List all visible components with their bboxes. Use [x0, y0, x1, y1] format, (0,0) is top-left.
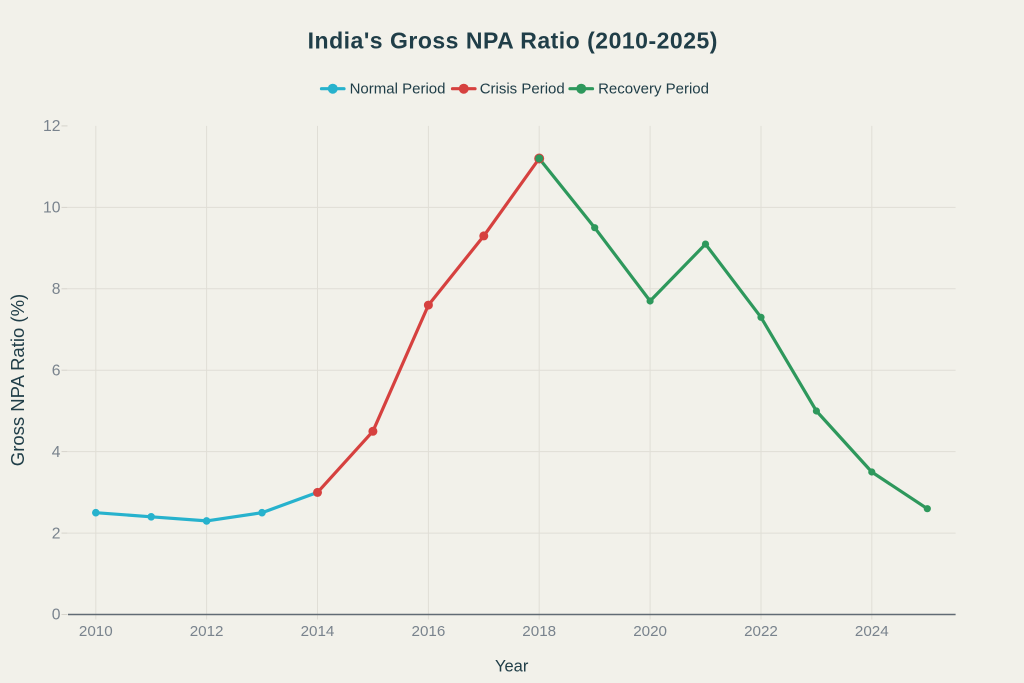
- svg-text:2020: 2020: [633, 623, 667, 640]
- svg-text:Gross NPA Ratio (%): Gross NPA Ratio (%): [7, 294, 28, 466]
- svg-text:Recovery Period: Recovery Period: [598, 80, 709, 97]
- svg-text:India's Gross NPA Ratio (2010-: India's Gross NPA Ratio (2010-2025): [308, 28, 718, 54]
- svg-text:2018: 2018: [522, 623, 556, 640]
- svg-text:Crisis Period: Crisis Period: [480, 80, 565, 97]
- svg-text:10: 10: [43, 200, 61, 217]
- svg-text:Normal Period: Normal Period: [350, 80, 446, 97]
- svg-text:2: 2: [52, 525, 61, 542]
- svg-text:2022: 2022: [744, 623, 778, 640]
- svg-text:2016: 2016: [412, 623, 446, 640]
- svg-text:12: 12: [43, 118, 60, 135]
- svg-text:2014: 2014: [301, 623, 335, 640]
- svg-text:Year: Year: [495, 658, 529, 676]
- svg-text:8: 8: [52, 281, 61, 298]
- svg-text:2012: 2012: [190, 623, 224, 640]
- svg-text:4: 4: [52, 444, 61, 461]
- svg-text:6: 6: [52, 362, 61, 379]
- svg-text:0: 0: [52, 607, 61, 624]
- svg-text:2024: 2024: [855, 623, 889, 640]
- svg-text:2010: 2010: [79, 623, 113, 640]
